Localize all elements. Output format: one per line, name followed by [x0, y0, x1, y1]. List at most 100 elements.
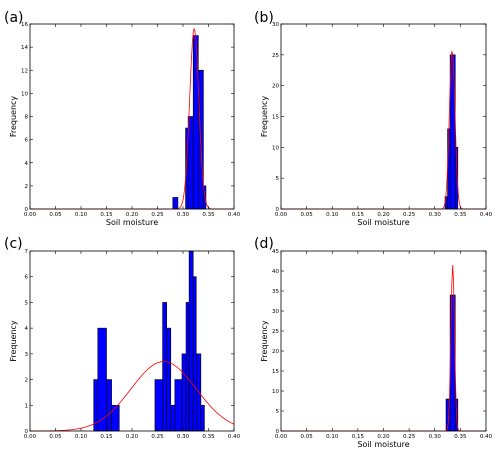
y-tick-label: 0 [25, 429, 29, 435]
x-tick-label: 0.40 [228, 212, 241, 218]
x-tick-label: 0.35 [202, 434, 215, 440]
panel-letter-b: (b) [254, 10, 274, 26]
histogram-bar [192, 276, 197, 432]
y-tick-label: 6 [25, 275, 29, 281]
x-tick-label: 0.40 [228, 434, 241, 440]
y-tick-label: 6 [25, 138, 29, 144]
panel-letter-c: (c) [4, 236, 23, 252]
histogram-bar [154, 379, 163, 432]
y-tick-label: 30 [272, 22, 279, 28]
x-tick-label: 0.20 [377, 212, 390, 218]
y-axis-label: Frequency [9, 96, 18, 138]
histogram-bar [172, 197, 179, 210]
y-tick-label: 15 [272, 369, 279, 375]
y-tick-label: 35 [272, 289, 279, 295]
y-tick-label: 20 [272, 84, 279, 90]
x-tick-label: 0.30 [177, 434, 190, 440]
plot-frame [29, 250, 235, 432]
y-tick-label: 10 [272, 389, 279, 395]
x-tick-label: 0.15 [100, 212, 113, 218]
x-tick-label: 0.05 [301, 434, 314, 440]
y-tick-label: 0 [276, 207, 280, 213]
x-axis-label: Soil moisture [357, 440, 409, 449]
histogram-bar [111, 404, 120, 432]
y-tick-label: 25 [272, 329, 279, 335]
panel-letter-d: (d) [254, 236, 274, 252]
x-tick-label: 0.10 [326, 212, 339, 218]
x-tick-label: 0.25 [403, 434, 416, 440]
y-tick-label: 45 [272, 249, 279, 255]
y-tick-label: 3 [25, 352, 29, 358]
x-axis-label: Soil moisture [106, 218, 158, 227]
y-tick-label: 2 [25, 184, 29, 190]
y-tick-label: 5 [276, 176, 280, 182]
x-tick-label: 0.10 [75, 434, 88, 440]
histogram-bar [200, 404, 205, 432]
histogram-bar [166, 327, 172, 432]
histogram-bar [174, 379, 183, 432]
histogram-bar [170, 404, 176, 432]
histogram-bar [97, 327, 107, 432]
panel-letter-a: (a) [4, 10, 24, 26]
x-tick-label: 0.40 [480, 434, 493, 440]
x-tick-label: 0.30 [429, 212, 442, 218]
x-tick-label: 0.30 [429, 434, 442, 440]
y-tick-label: 14 [21, 45, 28, 51]
y-axis-label: Frequency [260, 96, 269, 138]
y-tick-label: 2 [25, 378, 29, 384]
x-tick-label: 0.05 [49, 434, 62, 440]
histogram-bar [162, 302, 167, 432]
y-tick-label: 30 [272, 309, 279, 315]
histogram-bar [449, 54, 456, 210]
panel-c: (c) 0.00 0.05 0.10 0.15 0.20 0.25 0.30 0.35 0.40 0… [4, 236, 241, 440]
histogram-bar [192, 35, 199, 210]
histogram-bar [185, 302, 190, 432]
x-tick-label: 0.25 [151, 434, 164, 440]
fitted-curve [30, 361, 235, 432]
y-tick-label: 5 [276, 409, 280, 415]
panel-b: (b) 0.00 0.05 0.10 0.15 0.20 0.25 0.30 0.35 0.40 0… [254, 10, 493, 227]
histogram-bar [188, 250, 194, 432]
histogram-bar [181, 353, 187, 432]
y-tick-label: 8 [25, 115, 29, 121]
x-tick-label: 0.10 [326, 434, 339, 440]
y-tick-label: 4 [25, 161, 29, 167]
x-tick-label: 0.20 [377, 434, 390, 440]
x-tick-label: 0.05 [49, 212, 62, 218]
y-tick-label: 0 [25, 207, 29, 213]
y-tick-label: 15 [272, 115, 279, 121]
x-tick-label: 0.20 [126, 434, 139, 440]
x-tick-label: 0.15 [352, 212, 365, 218]
x-tick-label: 0.05 [301, 212, 314, 218]
x-tick-label: 0.00 [275, 434, 288, 440]
panel-d: (d) 0.00 0.05 0.10 0.15 0.20 0.25 0.30 0.35 0.40 0… [254, 236, 493, 449]
x-tick-label: 0.15 [100, 434, 113, 440]
y-tick-label: 40 [272, 269, 279, 275]
y-tick-label: 12 [21, 68, 28, 74]
y-axis-label: Frequency [260, 320, 269, 362]
x-tick-label: 0.00 [24, 434, 37, 440]
y-tick-label: 0 [276, 429, 280, 435]
x-tick-label: 0.15 [352, 434, 365, 440]
x-tick-label: 0.30 [177, 212, 190, 218]
histogram-bar [187, 116, 194, 210]
x-tick-label: 0.00 [275, 212, 288, 218]
y-tick-label: 10 [21, 91, 28, 97]
y-tick-label: 4 [25, 326, 29, 332]
y-tick-label: 16 [21, 22, 28, 28]
y-axis-label: Frequency [9, 320, 18, 362]
y-tick-label: 7 [25, 249, 29, 255]
x-tick-label: 0.25 [403, 212, 416, 218]
y-tick-label: 1 [25, 403, 29, 409]
x-tick-label: 0.35 [454, 434, 467, 440]
histogram-bar [106, 379, 112, 432]
x-tick-label: 0.00 [24, 212, 37, 218]
x-axis-label: Soil moisture [357, 218, 409, 227]
panel-a: (a) 0.00 0.05 0.10 0.15 0.20 0.25 0.30 0.35 0.40 0… [4, 10, 241, 227]
x-tick-label: 0.10 [75, 212, 88, 218]
x-tick-label: 0.20 [126, 212, 139, 218]
x-tick-label: 0.25 [151, 212, 164, 218]
y-tick-label: 5 [25, 300, 29, 306]
y-tick-label: 20 [272, 349, 279, 355]
